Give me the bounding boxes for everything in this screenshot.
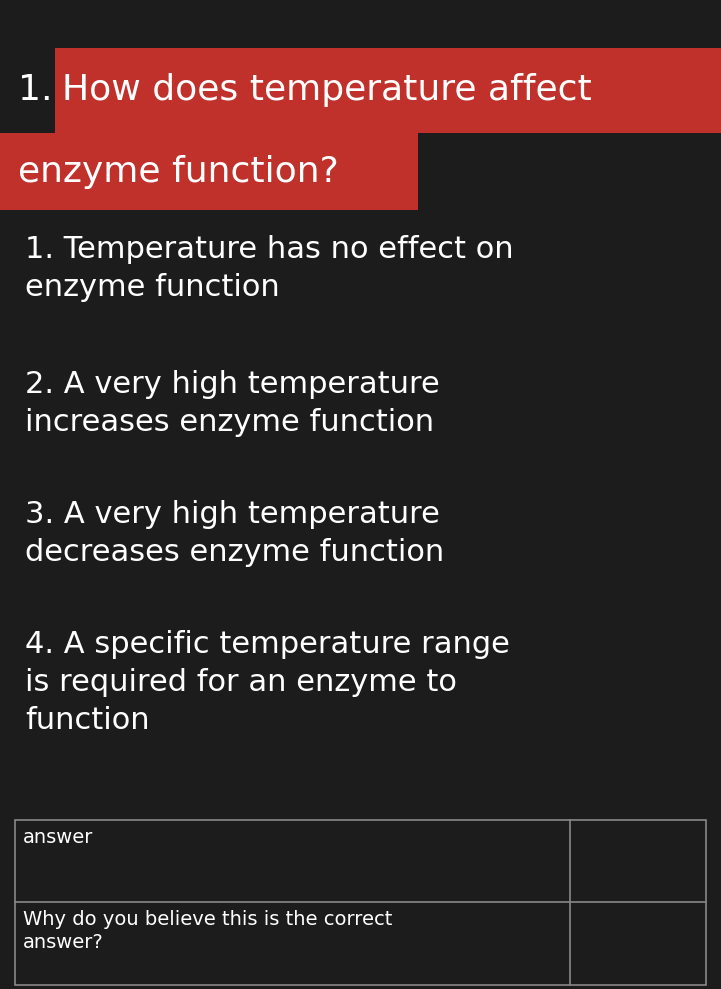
Text: enzyme function?: enzyme function? [18,155,339,189]
Text: 3. A very high temperature
decreases enzyme function: 3. A very high temperature decreases enz… [25,500,444,568]
Text: answer: answer [23,828,94,847]
Text: 2. A very high temperature
increases enzyme function: 2. A very high temperature increases enz… [25,370,440,437]
Text: 1.: 1. [18,73,53,107]
Text: Why do you believe this is the correct
answer?: Why do you believe this is the correct a… [23,910,392,952]
Bar [55,48,721,133]
Bar [15,820,706,985]
Bar [0,133,418,210]
Text: 1. Temperature has no effect on
enzyme function: 1. Temperature has no effect on enzyme f… [25,235,513,303]
Text: How does temperature affect: How does temperature affect [62,73,592,107]
Text: 4. A specific temperature range
is required for an enzyme to
function: 4. A specific temperature range is requi… [25,630,510,736]
